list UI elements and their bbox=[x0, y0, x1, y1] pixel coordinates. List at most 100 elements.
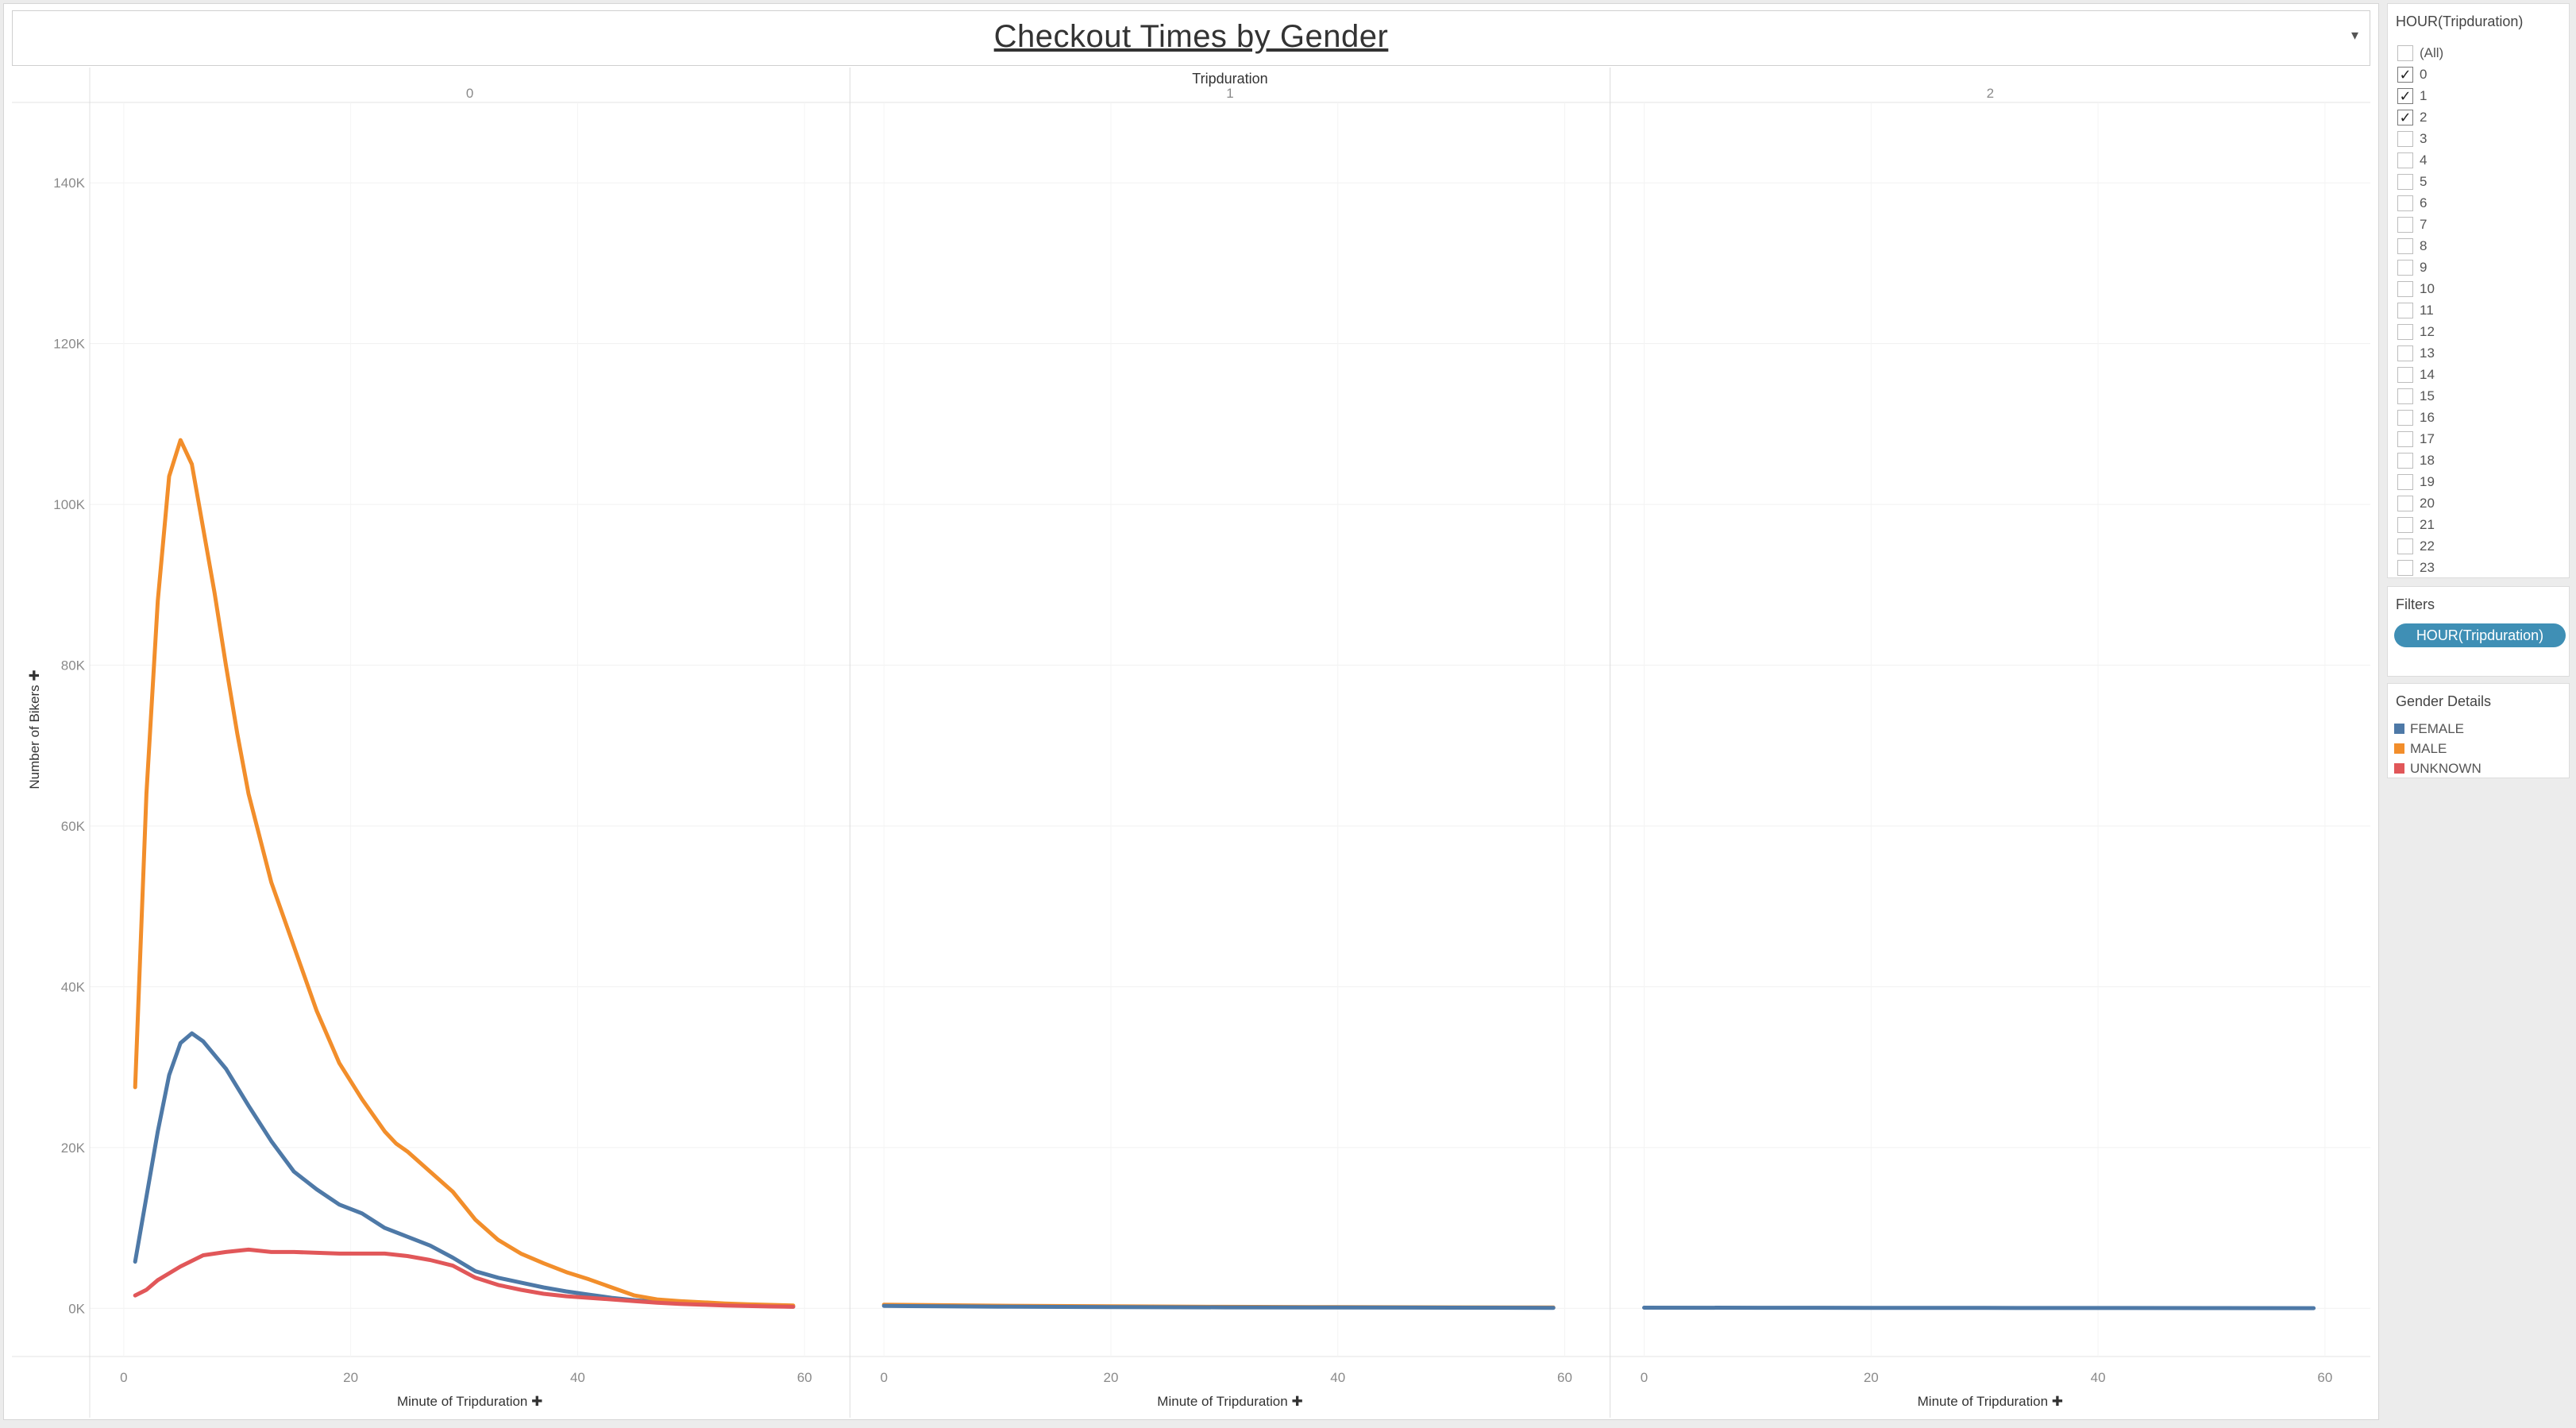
series-line-male bbox=[133, 438, 796, 1308]
hour-option-label: 3 bbox=[2420, 131, 2428, 146]
y-tick-label: 80K bbox=[61, 658, 86, 673]
hour-option-label: 22 bbox=[2420, 538, 2435, 554]
check-icon: ✓ bbox=[2399, 67, 2412, 83]
checkbox[interactable] bbox=[2397, 388, 2413, 404]
hour-option-label: 20 bbox=[2420, 496, 2435, 511]
x-axis-label: Minute of Tripduration ✚ bbox=[397, 1394, 542, 1409]
checkbox[interactable] bbox=[2397, 131, 2413, 147]
x-axis-label: Minute of Tripduration ✚ bbox=[1157, 1394, 1302, 1409]
check-icon: ✓ bbox=[2399, 110, 2412, 125]
x-tick-label: 0 bbox=[1641, 1370, 1648, 1385]
checkbox[interactable] bbox=[2397, 560, 2413, 576]
checkbox[interactable] bbox=[2397, 281, 2413, 297]
checkbox[interactable] bbox=[2397, 324, 2413, 340]
x-tick-label: 60 bbox=[2317, 1370, 2332, 1385]
x-tick-label: 60 bbox=[797, 1370, 812, 1385]
checkbox[interactable] bbox=[2397, 410, 2413, 426]
hour-option-label: 17 bbox=[2420, 431, 2435, 446]
hour-option-label: 13 bbox=[2420, 345, 2435, 361]
hour-option-label: 6 bbox=[2420, 195, 2428, 210]
hour-option-label: 10 bbox=[2420, 281, 2435, 296]
hour-option-label: 2 bbox=[2420, 110, 2428, 125]
y-axis-label: Number of Bikers ✚ bbox=[27, 670, 42, 789]
checkbox[interactable] bbox=[2397, 174, 2413, 190]
x-tick-label: 40 bbox=[570, 1370, 585, 1385]
checkbox[interactable] bbox=[2397, 474, 2413, 490]
checkbox[interactable] bbox=[2397, 345, 2413, 361]
hour-option-label: 8 bbox=[2420, 238, 2428, 253]
hour-filter-title: HOUR(Tripduration) bbox=[2396, 14, 2524, 29]
title-menu-icon[interactable]: ▾ bbox=[2350, 27, 2358, 43]
panel-header: 2 bbox=[1987, 86, 1994, 101]
hour-option-label: 21 bbox=[2420, 517, 2435, 532]
hour-option-label: 9 bbox=[2420, 260, 2428, 275]
legend-label: MALE bbox=[2410, 741, 2447, 756]
hour-option-label: 18 bbox=[2420, 453, 2435, 468]
y-tick-label: 40K bbox=[61, 979, 86, 994]
y-tick-label: 0K bbox=[68, 1301, 85, 1316]
y-tick-label: 20K bbox=[61, 1140, 86, 1156]
x-tick-label: 60 bbox=[1557, 1370, 1572, 1385]
chart-title: Checkout Times by Gender bbox=[993, 19, 1389, 54]
filters-title: Filters bbox=[2396, 596, 2435, 612]
checkbox[interactable]: ✓ bbox=[2397, 67, 2413, 83]
x-tick-label: 20 bbox=[1864, 1370, 1879, 1385]
hour-option-label: 1 bbox=[2420, 88, 2428, 103]
checkbox[interactable]: ✓ bbox=[2397, 110, 2413, 125]
checkbox[interactable] bbox=[2397, 431, 2413, 447]
hour-option-label: 7 bbox=[2420, 217, 2428, 232]
x-tick-label: 40 bbox=[2091, 1370, 2106, 1385]
filters-card: Filters HOUR(Tripduration) bbox=[2387, 586, 2570, 677]
checkbox[interactable] bbox=[2397, 453, 2413, 469]
series-line-female bbox=[133, 1031, 796, 1309]
checkbox[interactable] bbox=[2397, 496, 2413, 511]
checkbox[interactable] bbox=[2397, 217, 2413, 233]
hour-option-label: 23 bbox=[2420, 560, 2435, 575]
y-tick-label: 140K bbox=[53, 176, 85, 191]
series-line-unknown bbox=[133, 1247, 796, 1309]
x-tick-label: 0 bbox=[120, 1370, 127, 1385]
checkbox[interactable] bbox=[2397, 260, 2413, 276]
checkbox[interactable] bbox=[2397, 517, 2413, 533]
hour-option-label: 14 bbox=[2420, 367, 2435, 382]
checkbox[interactable] bbox=[2397, 367, 2413, 383]
y-tick-label: 60K bbox=[61, 819, 86, 834]
checkbox[interactable] bbox=[2397, 152, 2413, 168]
x-tick-label: 20 bbox=[1104, 1370, 1119, 1385]
hour-option-label: 11 bbox=[2420, 303, 2434, 318]
x-tick-label: 0 bbox=[880, 1370, 887, 1385]
x-tick-label: 20 bbox=[343, 1370, 358, 1385]
hour-option-label: 15 bbox=[2420, 388, 2435, 403]
y-tick-label: 100K bbox=[53, 497, 85, 512]
hour-option-label: 5 bbox=[2420, 174, 2428, 189]
hour-option-label: 4 bbox=[2420, 152, 2428, 168]
column-header: Tripduration bbox=[1192, 71, 1267, 87]
y-tick-label: 120K bbox=[53, 337, 85, 352]
x-tick-label: 40 bbox=[1330, 1370, 1345, 1385]
check-icon: ✓ bbox=[2399, 88, 2412, 104]
checkbox[interactable] bbox=[2397, 195, 2413, 211]
hour-option-label: 16 bbox=[2420, 410, 2435, 425]
hour-option-label: 0 bbox=[2420, 67, 2428, 82]
legend-label: UNKNOWN bbox=[2410, 761, 2482, 776]
checkbox[interactable] bbox=[2397, 238, 2413, 254]
filter-pill-hour[interactable]: HOUR(Tripduration) bbox=[2394, 623, 2566, 647]
panel-header: 1 bbox=[1226, 86, 1233, 101]
line-chart: Tripduration 0K 20K 40K 60K 80K 100K 120K 140K Nu… bbox=[12, 68, 2370, 1418]
legend-title: Gender Details bbox=[2396, 693, 2492, 709]
series-line-female bbox=[1642, 1306, 2316, 1310]
legend-card: Gender Details FEMALE MALE UNKNOWN bbox=[2387, 683, 2570, 778]
dashboard: Checkout Times by Gender ▾ Tripduration 0… bbox=[3, 3, 2379, 1420]
checkbox[interactable] bbox=[2397, 45, 2413, 61]
hour-option-label: (All) bbox=[2420, 45, 2444, 60]
checkbox[interactable]: ✓ bbox=[2397, 88, 2413, 104]
legend-label: FEMALE bbox=[2410, 721, 2465, 736]
series-line-female bbox=[881, 1303, 1556, 1310]
legend-swatch bbox=[2394, 743, 2404, 754]
sidebar: HOUR(Tripduration) (All) ✓ 0 ✓ 1 ✓ 2 3 4 5 6 7 8 9 10 1… bbox=[2385, 0, 2576, 1428]
checkbox[interactable] bbox=[2397, 303, 2413, 318]
panel-header: 0 bbox=[466, 86, 473, 101]
checkbox[interactable] bbox=[2397, 538, 2413, 554]
legend-swatch bbox=[2394, 763, 2404, 774]
hour-option-label: 19 bbox=[2420, 474, 2435, 489]
